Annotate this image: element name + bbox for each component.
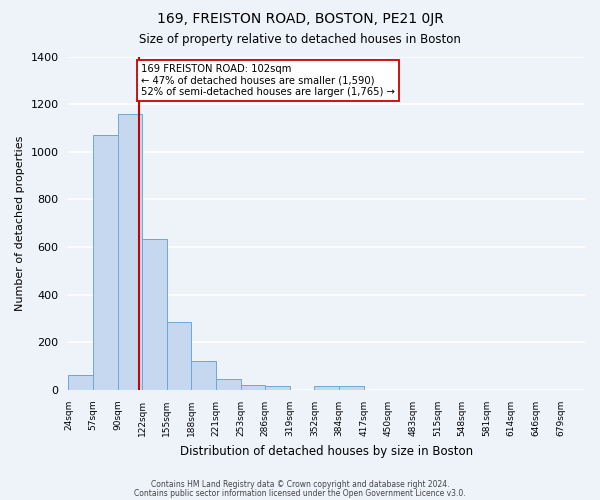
Bar [118, 114, 142, 390]
Text: Size of property relative to detached houses in Boston: Size of property relative to detached ho… [139, 32, 461, 46]
Bar [339, 386, 364, 390]
Bar [142, 239, 167, 390]
Y-axis label: Number of detached properties: Number of detached properties [15, 136, 25, 311]
Bar [93, 135, 118, 390]
Bar [314, 386, 339, 390]
Bar [167, 322, 191, 390]
Bar [216, 380, 241, 390]
Bar [241, 386, 265, 390]
X-axis label: Distribution of detached houses by size in Boston: Distribution of detached houses by size … [180, 444, 473, 458]
Bar [191, 362, 216, 390]
Bar [265, 386, 290, 390]
Text: Contains public sector information licensed under the Open Government Licence v3: Contains public sector information licen… [134, 488, 466, 498]
Text: Contains HM Land Registry data © Crown copyright and database right 2024.: Contains HM Land Registry data © Crown c… [151, 480, 449, 489]
Bar [68, 374, 93, 390]
Text: 169 FREISTON ROAD: 102sqm
← 47% of detached houses are smaller (1,590)
52% of se: 169 FREISTON ROAD: 102sqm ← 47% of detac… [141, 64, 395, 97]
Text: 169, FREISTON ROAD, BOSTON, PE21 0JR: 169, FREISTON ROAD, BOSTON, PE21 0JR [157, 12, 443, 26]
